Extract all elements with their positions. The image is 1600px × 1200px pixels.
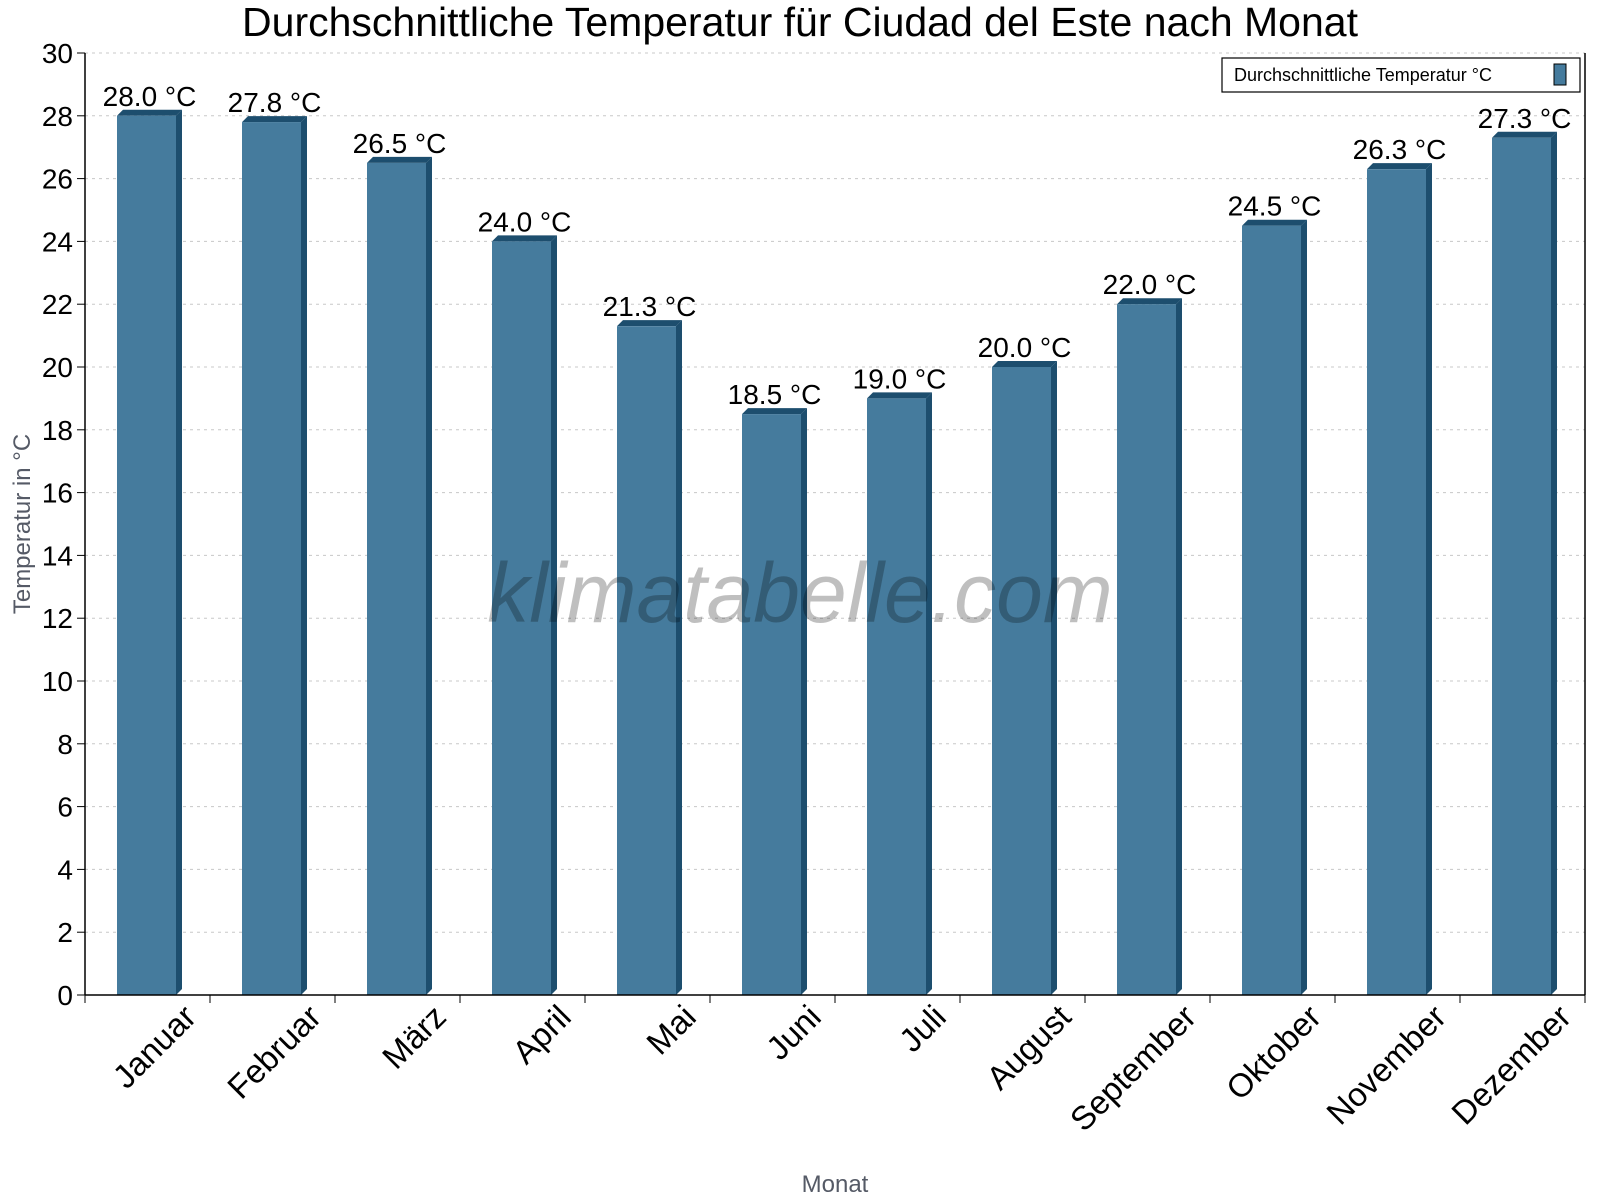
bar-side [1301, 219, 1307, 995]
data-label: 24.5 °C [1228, 191, 1322, 222]
y-tick-label: 30 [42, 38, 73, 69]
y-tick-label: 22 [42, 289, 73, 320]
x-tick-label: Mai [639, 998, 703, 1062]
bar-oktober [1242, 225, 1301, 995]
bar-top [742, 408, 807, 415]
y-tick-label: 24 [42, 226, 73, 257]
y-tick-label: 4 [57, 854, 73, 885]
bar-april [492, 241, 551, 995]
x-tick-label: Oktober [1219, 998, 1328, 1107]
bar-top [367, 156, 432, 163]
bar-side [301, 116, 307, 995]
bars: 28.0 °C 27.8 °C 26.5 °C 24.0 °C 21.3 °C 18.5 … [103, 81, 1572, 996]
bar-top [1367, 163, 1432, 170]
data-label: 24.0 °C [478, 206, 572, 237]
bar-juli [867, 398, 926, 995]
x-tick-label: Juni [759, 998, 828, 1067]
y-tick-label: 2 [57, 917, 73, 948]
y-tick-label: 0 [57, 980, 73, 1011]
bar-side [1551, 131, 1557, 995]
bar-top [1117, 298, 1182, 305]
chart-title: Durchschnittliche Temperatur für Ciudad … [242, 0, 1359, 45]
bar-november [1367, 169, 1426, 995]
x-axis-label: Monat [802, 1171, 869, 1198]
bar-side [926, 392, 932, 995]
legend-box [1221, 57, 1581, 93]
bar-side [801, 408, 807, 996]
data-label: 26.5 °C [353, 128, 447, 159]
x-tick-label: November [1319, 998, 1453, 1132]
x-tick-label: April [505, 998, 578, 1071]
bar-märz [367, 162, 426, 995]
y-tick-label: 16 [42, 478, 73, 509]
x-tick-label: Juli [892, 998, 953, 1059]
data-label: 18.5 °C [728, 379, 822, 410]
data-label: 28.0 °C [103, 81, 197, 112]
watermark: klimatabelle.com [487, 546, 1113, 640]
x-axis-ticks: Januar Februar März April Mai Juni Juli AugustS… [84, 995, 1586, 1138]
bar-side [176, 109, 182, 996]
y-tick-label: 26 [42, 164, 73, 195]
y-tick-label: 6 [57, 792, 73, 823]
bar-januar [117, 115, 176, 996]
bar-top [617, 320, 682, 327]
data-label: 19.0 °C [853, 363, 947, 394]
bar-top [1492, 131, 1557, 138]
x-tick-label: September [1063, 998, 1203, 1138]
data-label: 26.3 °C [1353, 134, 1447, 165]
data-label: 20.0 °C [978, 332, 1072, 363]
data-label: 27.3 °C [1478, 103, 1572, 134]
y-tick-label: 8 [57, 729, 73, 760]
bar-side [1176, 298, 1182, 995]
bar-top [992, 361, 1057, 367]
bar-side [676, 320, 682, 995]
x-tick-label: Februar [220, 998, 328, 1106]
data-label: 27.8 °C [228, 87, 322, 118]
x-tick-label: August [979, 998, 1078, 1097]
x-tick-label: März [375, 998, 453, 1076]
bar-februar [242, 122, 301, 995]
x-tick-label: Januar [105, 998, 203, 1096]
bar-top [1242, 219, 1307, 226]
bar-dezember [1492, 137, 1551, 995]
bar-top [242, 116, 307, 123]
y-tick-label: 20 [42, 352, 73, 383]
y-tick-label: 14 [42, 540, 73, 571]
bar-top [117, 109, 182, 116]
bar-juni [742, 414, 801, 996]
y-tick-label: 10 [42, 666, 73, 697]
y-tick-label: 18 [42, 415, 73, 446]
bar-side [1426, 163, 1432, 995]
grid-lines [85, 52, 1585, 933]
y-axis-label: Temperatur in °C [9, 434, 36, 614]
bar-side [551, 235, 557, 995]
y-tick-label: 28 [42, 101, 73, 132]
y-tick-label: 12 [42, 603, 73, 634]
bar-mai [617, 326, 676, 995]
bar-august [992, 367, 1051, 995]
bar-side [1051, 361, 1057, 995]
bar-top [492, 235, 557, 242]
bar-side [426, 156, 432, 995]
legend: Durchschnittliche Temperatur °C [1221, 57, 1581, 93]
legend-swatch [1553, 63, 1567, 86]
legend-label: Durchschnittliche Temperatur °C [1234, 65, 1492, 85]
x-tick-label: Dezember [1444, 998, 1578, 1132]
data-label: 21.3 °C [603, 291, 697, 322]
bar-september [1117, 304, 1176, 995]
data-label: 22.0 °C [1103, 269, 1197, 300]
bar-top [867, 392, 932, 399]
